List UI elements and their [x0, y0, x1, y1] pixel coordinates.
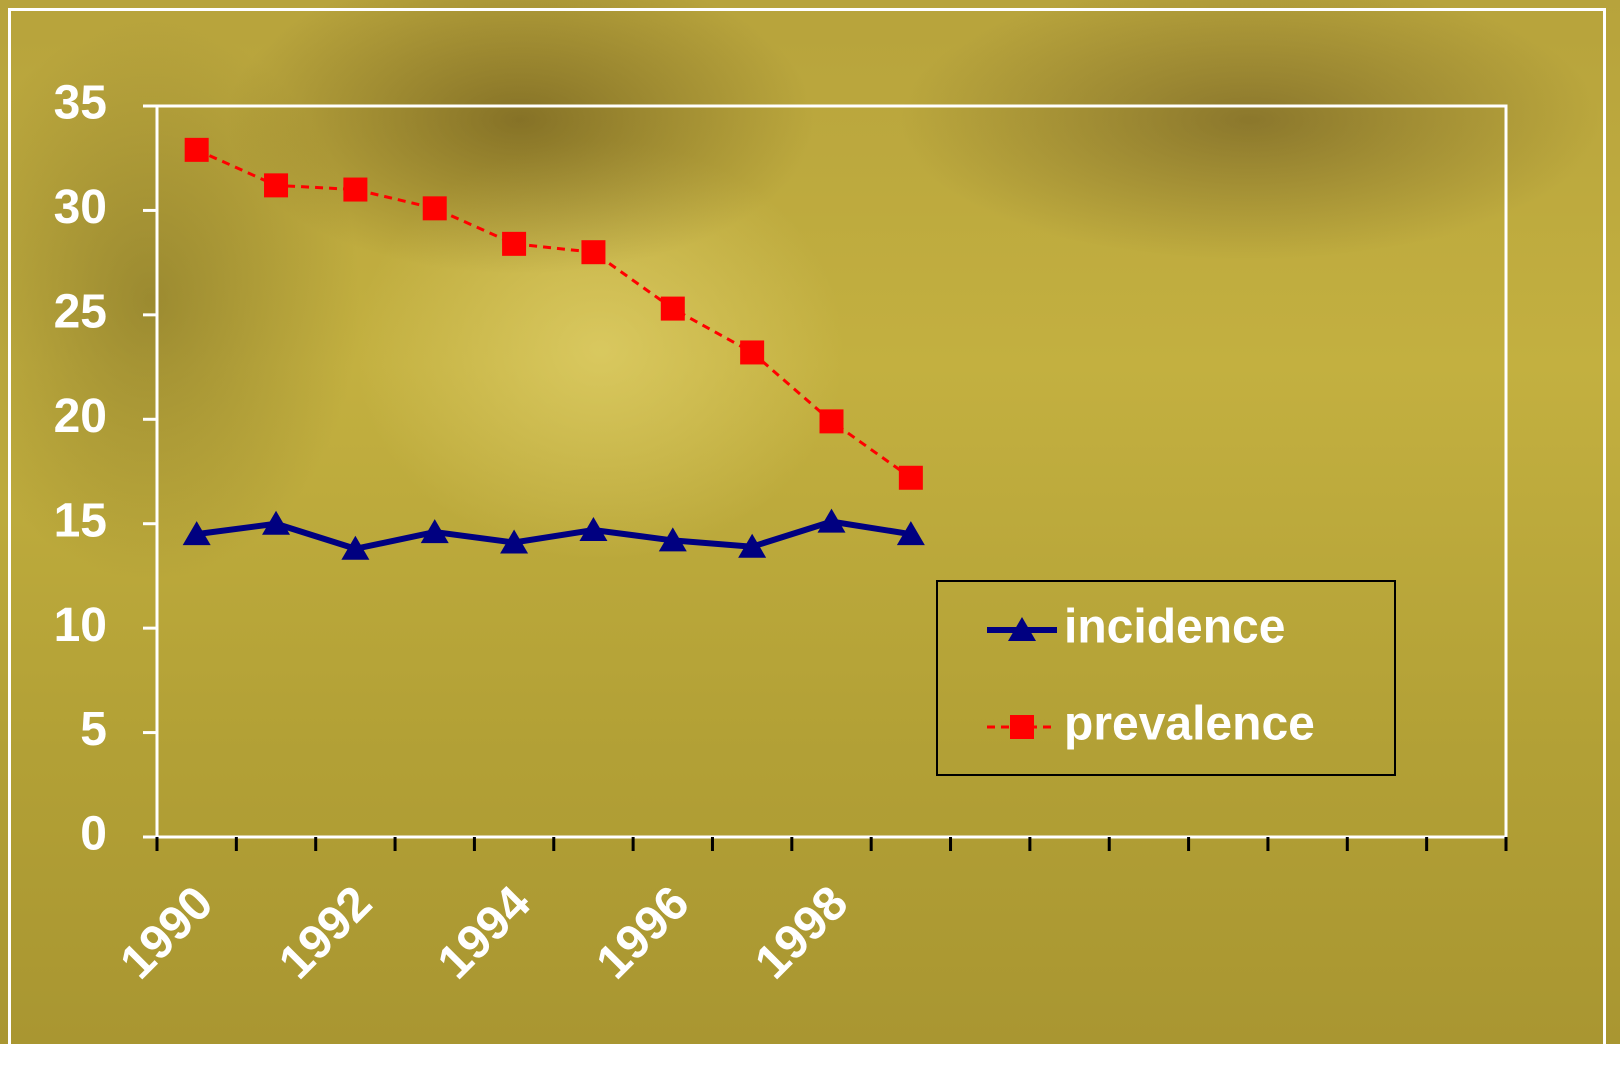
x-tick-label: 1992 [269, 876, 382, 989]
x-tick-label: 1990 [110, 876, 223, 989]
x-tick-label: 1998 [745, 876, 858, 989]
legend-label: incidence [1064, 601, 1285, 654]
y-tick-label: 10 [54, 599, 107, 652]
y-tick-label: 15 [54, 494, 107, 547]
marker [343, 178, 367, 202]
marker [581, 240, 605, 264]
marker [740, 340, 764, 364]
page: {"chart_data": {"type": "line", "categor… [0, 0, 1620, 1044]
marker [661, 297, 685, 321]
series-line [197, 150, 911, 478]
chart: 0 5 10 15 20 25 30 35 1990 1992 1994 1996 1998 incide… [0, 0, 1620, 1044]
y-tick-label: 35 [54, 77, 107, 130]
marker [423, 196, 447, 220]
y-tick-label: 0 [80, 808, 107, 861]
x-tick-label: 1994 [428, 876, 541, 989]
x-tick-label: 1996 [587, 876, 700, 989]
marker [502, 232, 526, 256]
y-tick-label: 5 [80, 703, 107, 756]
marker [264, 173, 288, 197]
series-line [197, 522, 911, 549]
marker [185, 138, 209, 162]
legend-marker [1010, 715, 1034, 739]
legend-label: prevalence [1064, 698, 1315, 751]
y-tick-label: 25 [54, 286, 107, 339]
y-tick-label: 20 [54, 390, 107, 443]
marker [820, 409, 844, 433]
y-tick-label: 30 [54, 181, 107, 234]
marker [899, 466, 923, 490]
